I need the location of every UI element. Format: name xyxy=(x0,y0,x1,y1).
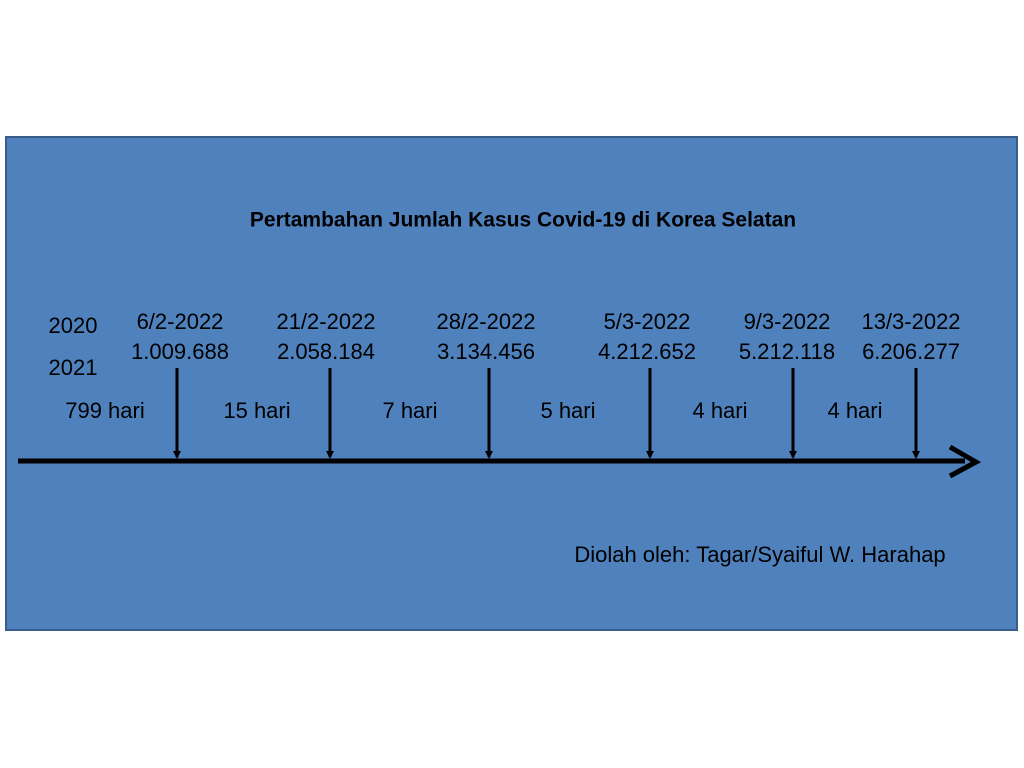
event-date: 28/2-2022 xyxy=(436,309,535,334)
event-date: 5/3-2022 xyxy=(604,309,691,334)
start-label: 2021 xyxy=(49,355,98,380)
event-count: 6.206.277 xyxy=(862,339,960,364)
event-date: 13/3-2022 xyxy=(861,309,960,334)
timeline-arrowhead xyxy=(948,444,982,479)
interval-label: 15 hari xyxy=(223,398,290,423)
interval-label: 5 hari xyxy=(540,398,595,423)
credit: Diolah oleh: Tagar/Syaiful W. Harahap xyxy=(574,542,945,567)
event-count: 1.009.688 xyxy=(131,339,229,364)
event-count: 3.134.456 xyxy=(437,339,535,364)
interval-label: 7 hari xyxy=(382,398,437,423)
event-count: 5.212.118 xyxy=(739,339,835,364)
title: Pertambahan Jumlah Kasus Covid-19 di Kor… xyxy=(250,209,796,232)
interval-label: 4 hari xyxy=(827,398,882,423)
event-date: 6/2-2022 xyxy=(137,309,224,334)
event-count: 4.212.652 xyxy=(598,339,696,364)
start-label: 2020 xyxy=(49,313,98,338)
interval-label: 799 hari xyxy=(65,398,145,423)
event-date: 21/2-2022 xyxy=(276,309,375,334)
event-count: 2.058.184 xyxy=(277,339,375,364)
event-date: 9/3-2022 xyxy=(744,309,831,334)
interval-label: 4 hari xyxy=(692,398,747,423)
panel xyxy=(5,136,1018,631)
